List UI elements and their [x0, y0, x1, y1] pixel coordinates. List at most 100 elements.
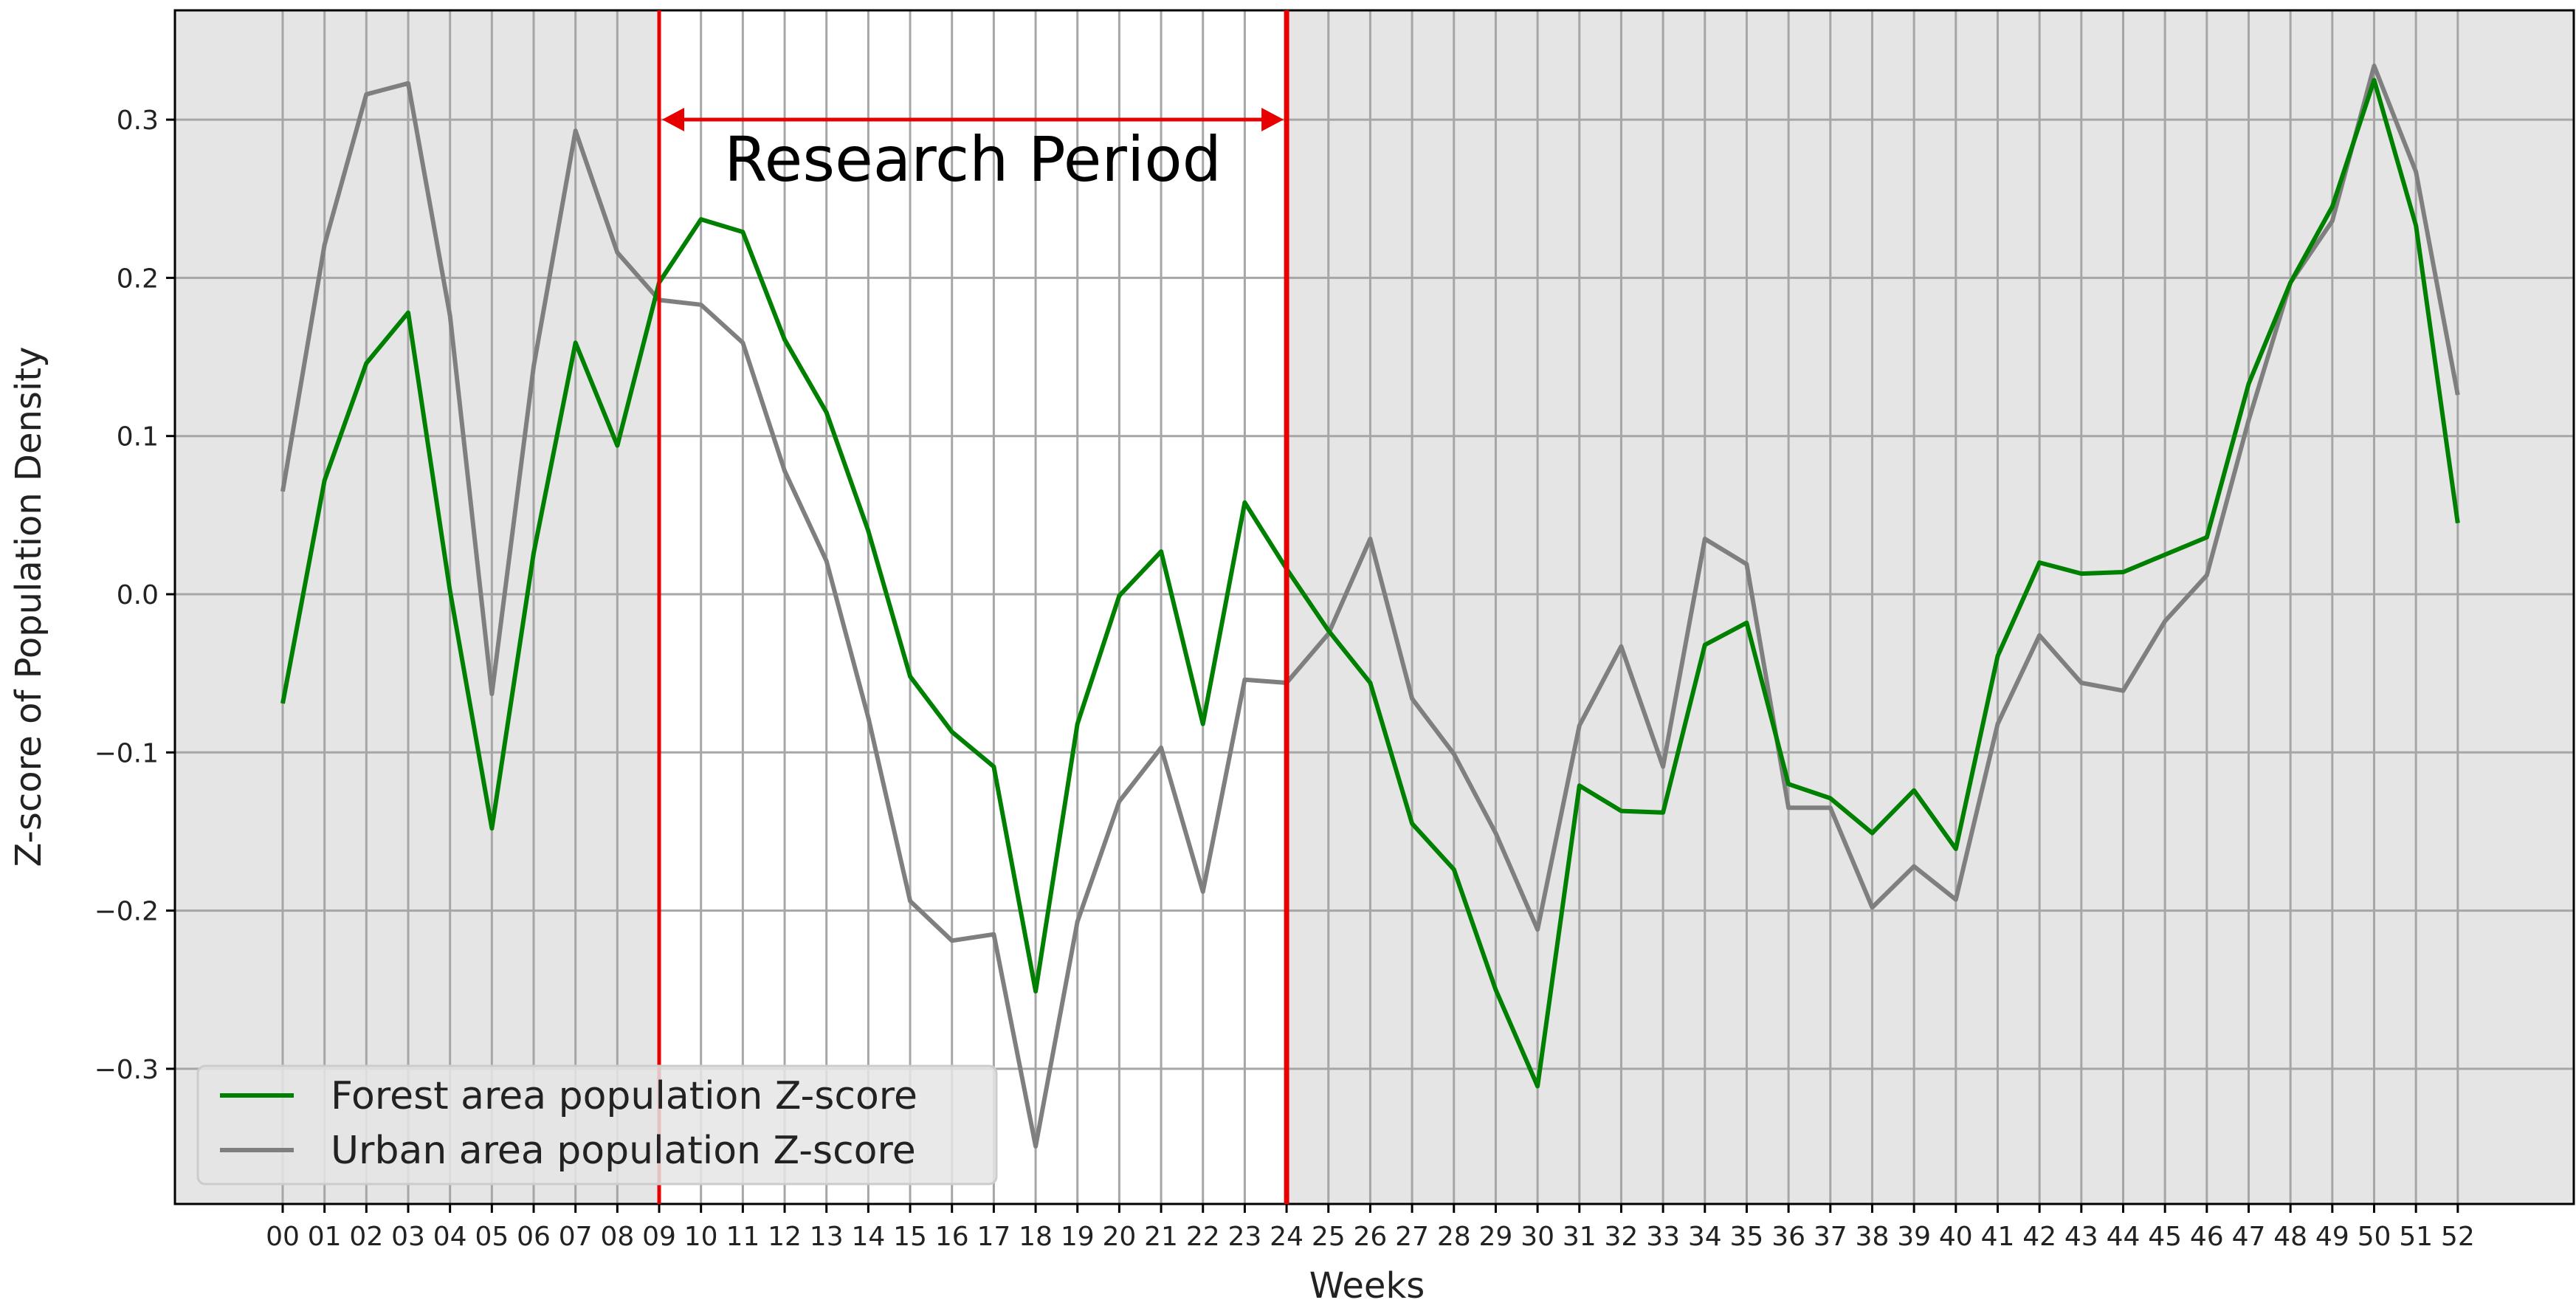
urban-data-point — [1118, 801, 1120, 802]
forest-data-point — [1453, 869, 1455, 870]
urban-data-point — [2122, 690, 2124, 692]
x-tick-label: 35 — [1730, 1222, 1764, 1252]
x-tick-label: 00 — [266, 1222, 300, 1252]
urban-data-point — [1411, 698, 1413, 699]
forest-data-point — [365, 362, 367, 364]
x-tick-label: 10 — [684, 1222, 718, 1252]
urban-data-point — [826, 560, 827, 562]
x-tick-label: 31 — [1563, 1222, 1597, 1252]
x-tick-label: 38 — [1856, 1222, 1890, 1252]
x-tick-label: 27 — [1395, 1222, 1429, 1252]
forest-data-point — [993, 766, 994, 768]
x-tick-label: 12 — [768, 1222, 802, 1252]
forest-data-point — [1244, 502, 1245, 503]
y-tick-label: 0.2 — [117, 264, 159, 294]
series-lines — [280, 63, 2460, 1149]
x-tick-label: 22 — [1186, 1222, 1220, 1252]
x-tick-label: 28 — [1437, 1222, 1471, 1252]
urban-data-point — [1077, 921, 1078, 923]
x-tick-label: 37 — [1814, 1222, 1847, 1252]
research-period-band — [659, 10, 1287, 1204]
urban-data-point — [1662, 766, 1664, 768]
y-tick-label: 0.0 — [117, 580, 159, 610]
arrow-right-icon — [1261, 108, 1284, 131]
x-tick-label: 26 — [1354, 1222, 1388, 1252]
x-tick-label: 13 — [810, 1222, 844, 1252]
urban-data-point — [2206, 574, 2208, 576]
y-tick-label: 0.1 — [117, 422, 159, 453]
urban-data-point — [993, 934, 994, 935]
y-tick-label: −0.3 — [94, 1055, 159, 1085]
x-tick-label: 04 — [433, 1222, 467, 1252]
x-tick-label: 43 — [2064, 1222, 2098, 1252]
arrow-left-icon — [662, 108, 685, 131]
forest-data-point — [700, 218, 702, 220]
urban-data-point — [2248, 419, 2249, 421]
vertical-gridlines — [281, 10, 2459, 1204]
x-tick-label: 25 — [1312, 1222, 1346, 1252]
x-tick-label: 15 — [893, 1222, 927, 1252]
urban-data-point — [1537, 929, 1538, 930]
x-tick-label: 33 — [1646, 1222, 1680, 1252]
forest-data-point — [1411, 823, 1413, 825]
x-tick-label: 46 — [2190, 1222, 2224, 1252]
forest-data-point — [826, 412, 827, 413]
forest-data-point — [2039, 562, 2040, 563]
x-axis-label: Weeks — [1309, 1265, 1425, 1307]
urban-data-point — [1913, 866, 1915, 867]
forest-data-point — [1830, 797, 1831, 799]
x-tick-label: 32 — [1605, 1222, 1639, 1252]
urban-data-point — [1704, 538, 1706, 540]
x-tick-label: 16 — [935, 1222, 969, 1252]
urban-data-point — [1871, 906, 1873, 908]
x-tick-label: 36 — [1771, 1222, 1805, 1252]
x-tick-label: 19 — [1061, 1222, 1095, 1252]
urban-data-point — [1369, 538, 1371, 540]
x-tick-label: 17 — [977, 1222, 1010, 1252]
forest-data-point — [1495, 989, 1496, 991]
plot-frame — [173, 9, 2575, 1205]
x-tick-label: 11 — [726, 1222, 760, 1252]
x-tick-label: 03 — [391, 1222, 425, 1252]
x-tick-label: 40 — [1939, 1222, 1973, 1252]
x-tick-label: 30 — [1521, 1222, 1554, 1252]
urban-data-point — [2164, 620, 2166, 622]
forest-data-point — [2290, 282, 2291, 283]
forest-data-point — [1328, 630, 1329, 631]
urban-data-point — [324, 244, 326, 245]
urban-data-point — [1160, 747, 1162, 749]
urban-data-point — [1579, 725, 1580, 726]
legend-box — [196, 1064, 998, 1186]
y-tick-label: −0.2 — [94, 897, 159, 927]
urban-data-point — [616, 252, 618, 253]
y-axis-label: Z-score of Population Density — [8, 346, 49, 867]
forest-data-point — [1746, 622, 1747, 624]
x-tick-label: 51 — [2399, 1222, 2433, 1252]
legend: Forest area population Z-score Urban are… — [196, 1064, 998, 1186]
forest-data-point — [324, 480, 326, 481]
urban-data-point — [2457, 394, 2459, 396]
y-ticks: −0.3 −0.2 −0.1 0.0 0.1 0.2 0.3 — [94, 106, 175, 1085]
y-tick-label: 0.3 — [117, 106, 159, 136]
forest-data-point — [1077, 723, 1078, 725]
x-tick-label: 18 — [1019, 1222, 1053, 1252]
urban-data-point — [2039, 635, 2040, 636]
y-tick-label: −0.1 — [94, 738, 159, 768]
forest-data-point — [1788, 783, 1789, 785]
forest-data-point — [1369, 682, 1371, 684]
research-period-markers — [657, 10, 1289, 1204]
urban-data-point — [1955, 899, 1957, 901]
forest-data-point — [1537, 1085, 1538, 1087]
x-tick-label: 34 — [1688, 1222, 1722, 1252]
x-tick-label: 20 — [1102, 1222, 1136, 1252]
forest-data-point — [1160, 551, 1162, 552]
forest-data-point — [2122, 571, 2124, 573]
x-tick-label: 52 — [2441, 1222, 2475, 1252]
x-tick-label: 05 — [475, 1222, 509, 1252]
forest-data-point — [1202, 723, 1204, 725]
x-tick-label: 14 — [851, 1222, 885, 1252]
urban-data-point — [1997, 723, 1998, 725]
legend-label-urban: Urban area population Z-score — [331, 1129, 916, 1173]
x-tick-label: 02 — [349, 1222, 383, 1252]
